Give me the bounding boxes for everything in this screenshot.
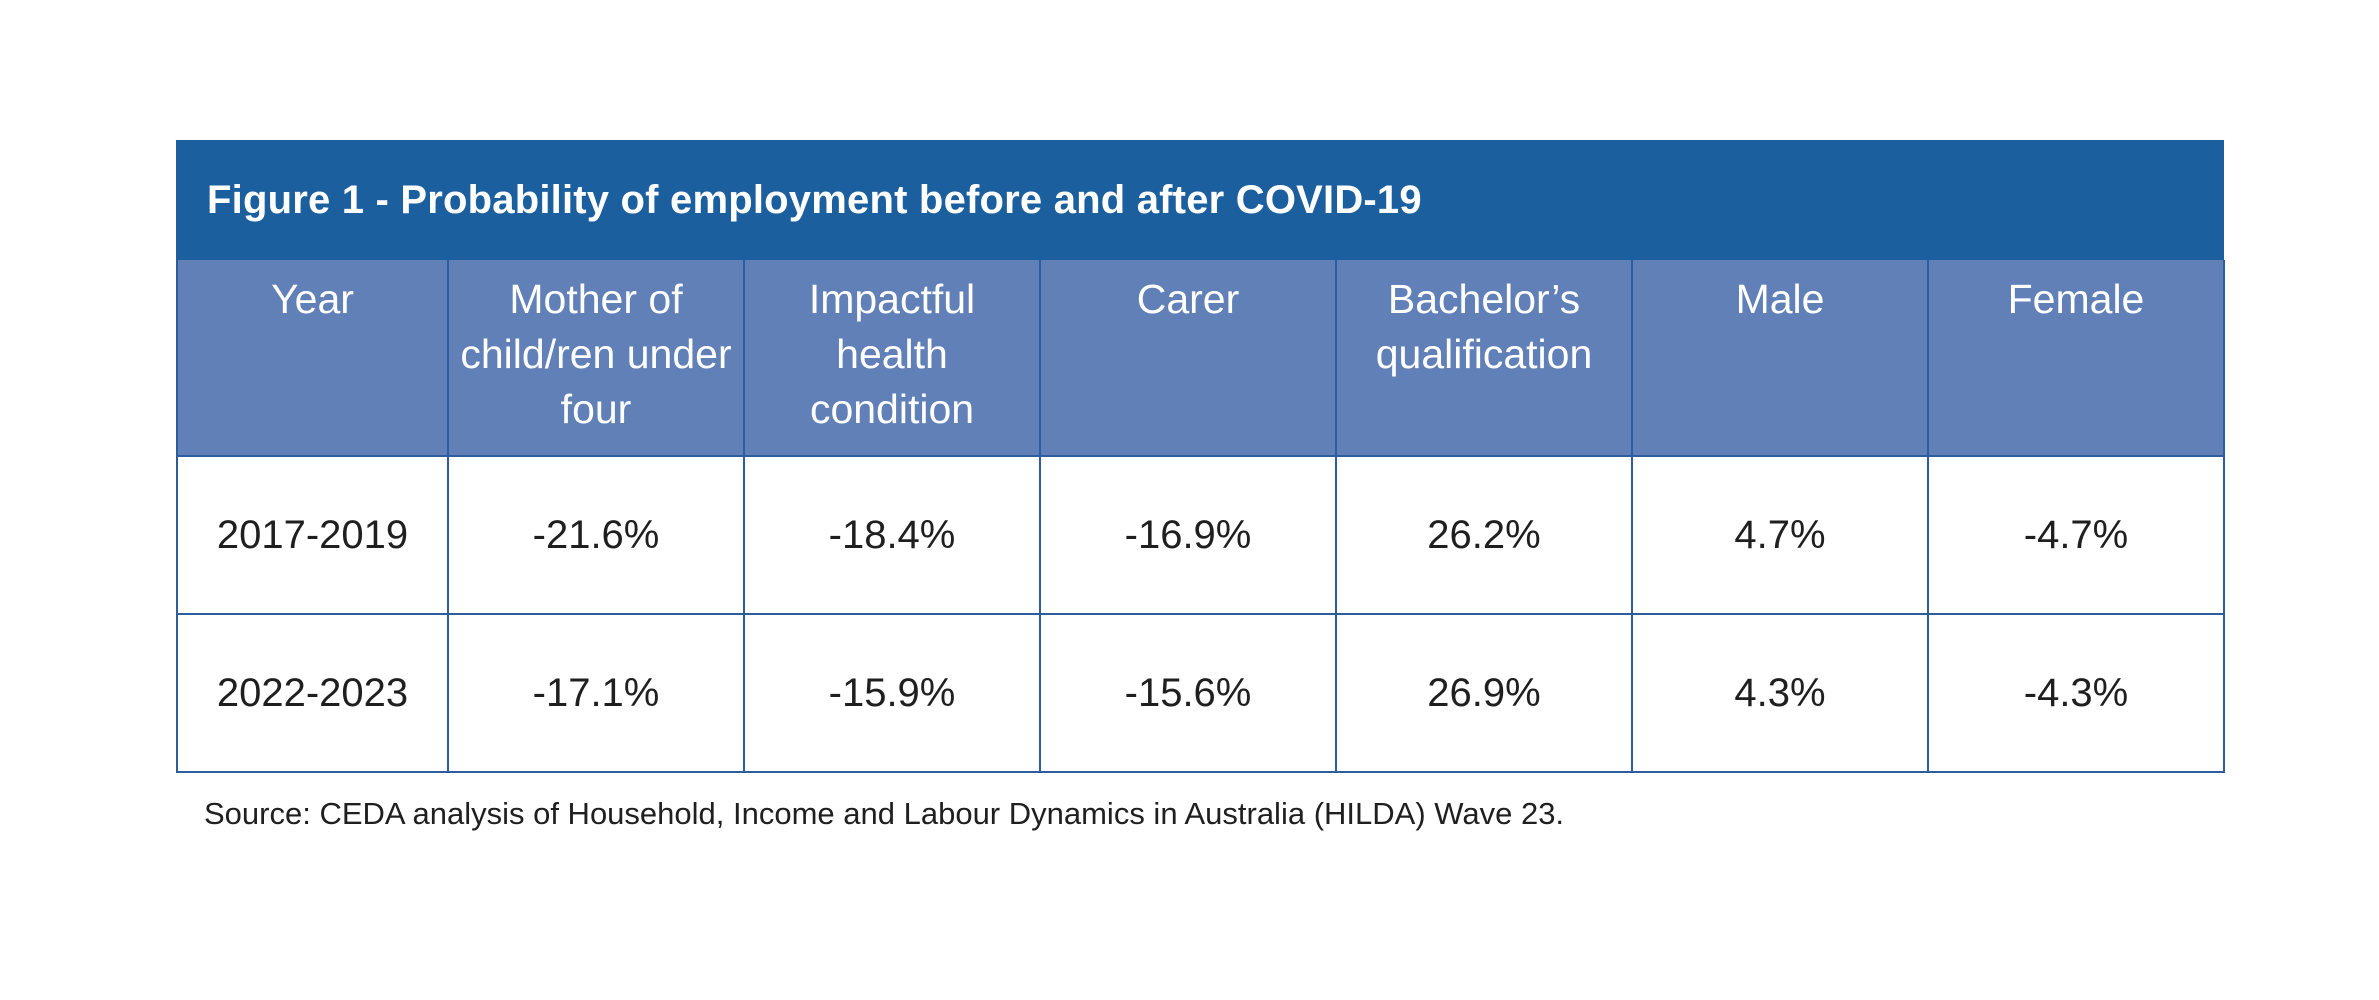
header-bachelor: Bachelor’s qualification [1335,260,1633,457]
cell-female: -4.7% [1927,455,2225,615]
cell-female: -4.3% [1927,613,2225,773]
cell-health: -15.9% [743,613,1041,773]
cell-year: 2022-2023 [176,613,449,773]
cell-male: 4.7% [1631,455,1929,615]
data-table: Year Mother of child/ren under four Impa… [176,260,2225,773]
header-year: Year [176,260,449,457]
cell-year: 2017-2019 [176,455,449,615]
header-health: Impactful health condition [743,260,1041,457]
cell-mother: -17.1% [447,613,745,773]
title-bar: Figure 1 - Probability of employment bef… [176,140,2224,260]
header-female: Female [1927,260,2225,457]
table-row: 2017-2019 -21.6% -18.4% -16.9% 26.2% 4.7… [176,455,2225,615]
figure-title: Figure 1 - Probability of employment bef… [207,177,1422,222]
cell-carer: -15.6% [1039,613,1337,773]
cell-male: 4.3% [1631,613,1929,773]
table-row: 2022-2023 -17.1% -15.9% -15.6% 26.9% 4.3… [176,613,2225,773]
header-mother: Mother of child/ren under four [447,260,745,457]
source-note: Source: CEDA analysis of Household, Inco… [204,796,1565,831]
cell-carer: -16.9% [1039,455,1337,615]
header-row: Year Mother of child/ren under four Impa… [176,260,2225,457]
cell-mother: -21.6% [447,455,745,615]
header-male: Male [1631,260,1929,457]
cell-bachelor: 26.9% [1335,613,1633,773]
figure-table: Figure 1 - Probability of employment bef… [176,140,2225,773]
cell-health: -18.4% [743,455,1041,615]
cell-bachelor: 26.2% [1335,455,1633,615]
header-carer: Carer [1039,260,1337,457]
